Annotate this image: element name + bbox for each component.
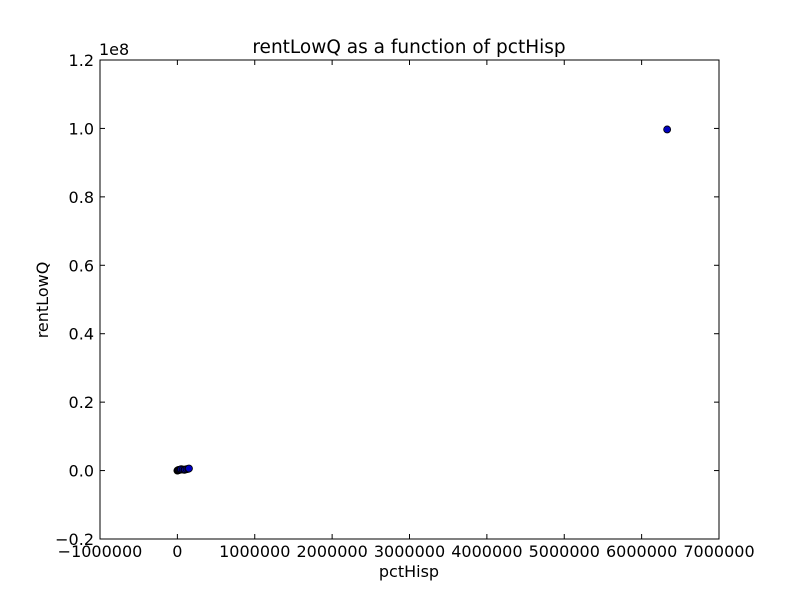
- y-axis-multiplier: 1e8: [99, 40, 129, 59]
- x-tick-label: 2000000: [296, 542, 367, 561]
- x-tick-label: 6000000: [606, 542, 677, 561]
- x-tick-label: −1000000: [58, 542, 143, 561]
- scatter-point: [185, 464, 193, 473]
- axis-ticks: −1000000 0 1000000 2000000 3000000 4000000 500…: [55, 51, 754, 561]
- y-tick-label: 0.0: [69, 462, 94, 481]
- y-tick-label: −0.2: [55, 530, 94, 549]
- x-tick-label: 7000000: [683, 542, 754, 561]
- scatter-point: [663, 125, 672, 134]
- x-tick-label: 4000000: [451, 542, 522, 561]
- y-tick-label: 1.0: [69, 119, 94, 138]
- x-tick-label: 5000000: [529, 542, 600, 561]
- x-axis-label: pctHisp: [379, 562, 439, 581]
- plot-frame: [99, 59, 720, 540]
- y-axis-label: rentLowQ: [33, 262, 52, 339]
- chart-title: rentLowQ as a function of pctHisp: [252, 37, 565, 58]
- x-tick-label: 0: [172, 542, 182, 561]
- y-tick-label: 0.4: [69, 325, 94, 344]
- data-points: [173, 125, 672, 475]
- y-tick-label: 0.6: [69, 256, 94, 275]
- y-tick-label: 0.2: [69, 393, 94, 412]
- y-tick-label: 0.8: [69, 188, 94, 207]
- y-tick-label: 1.2: [69, 51, 94, 70]
- x-tick-label: 1000000: [219, 542, 290, 561]
- x-tick-label: 3000000: [374, 542, 445, 561]
